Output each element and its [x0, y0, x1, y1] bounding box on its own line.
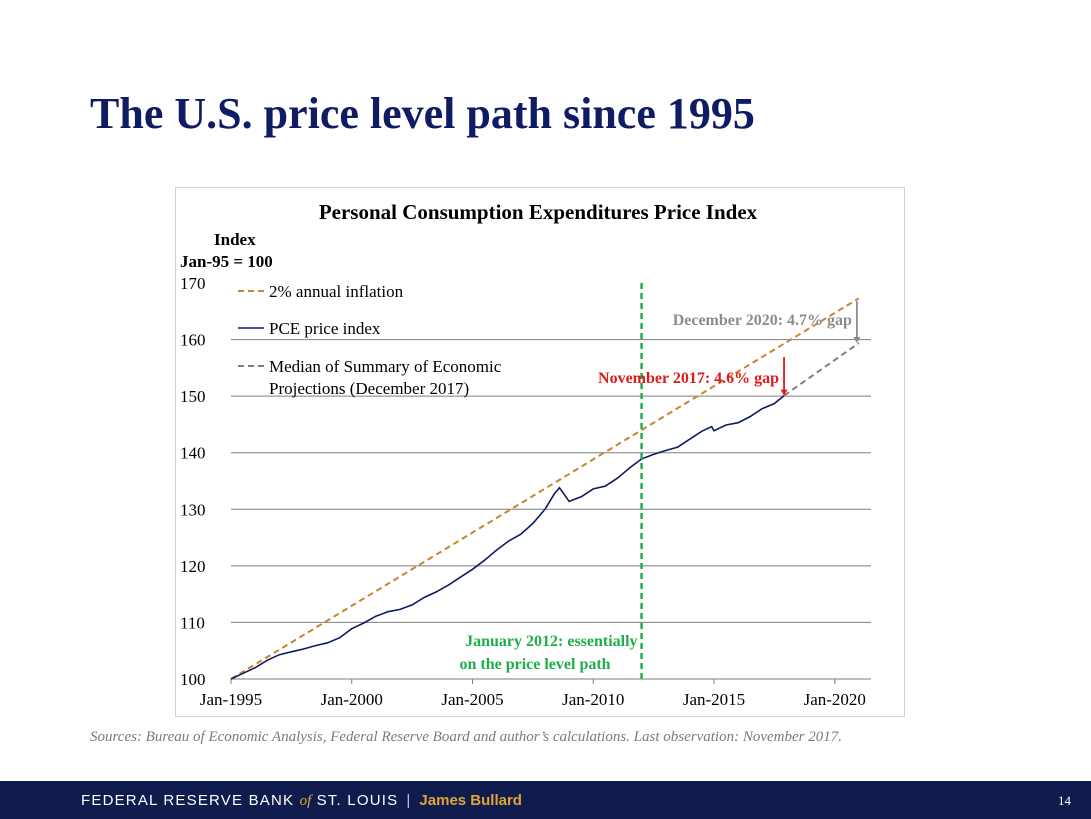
x-tick-label-2020: Jan-2020	[804, 690, 866, 709]
footer-separator: |	[406, 792, 412, 809]
y-tick-label-130: 130	[180, 500, 206, 519]
x-tick-label-2000: Jan-2000	[321, 690, 383, 709]
footer-bank-of: of	[299, 793, 312, 809]
y-tick-label-100: 100	[180, 670, 206, 689]
pce-chart: Personal Consumption Expenditures Price …	[180, 200, 871, 709]
x-tick-label-2015: Jan-2015	[683, 690, 745, 709]
annotation-dec-2020: December 2020: 4.7% gap	[673, 312, 852, 329]
slide-title: The U.S. price level path since 1995	[90, 89, 755, 138]
y-axis-label-line-1: Index	[214, 230, 256, 249]
annotations: January 2012: essentially on the price le…	[459, 301, 861, 673]
footer-author: James Bullard	[419, 792, 522, 809]
annotation-nov-2017: November 2017: 4.6% gap	[598, 370, 779, 387]
legend-projection-label-2: Projections (December 2017)	[269, 379, 469, 398]
footer-bank-part1: FEDERAL RESERVE BANK	[81, 792, 300, 809]
legend-pce-label: PCE price index	[269, 319, 381, 338]
arrow-dec-2020-head	[853, 336, 861, 343]
footer-bank-part2: ST. LOUIS	[311, 792, 399, 809]
y-tick-label-160: 160	[180, 331, 206, 350]
gridlines	[231, 339, 871, 680]
y-axis-ticks: 100 110 120 130 140 150 160 170	[180, 274, 206, 689]
page-number: 14	[1058, 793, 1071, 808]
legend-projection-label-1: Median of Summary of Economic	[269, 357, 502, 376]
annotation-jan-2012-line-1: January 2012: essentially	[465, 633, 637, 650]
x-axis-ticks: Jan-1995 Jan-2000 Jan-2005 Jan-2010 Jan-2015…	[200, 679, 866, 709]
y-axis-label-line-2: Jan-95 = 100	[180, 252, 273, 271]
chart-frame: Personal Consumption Expenditures Price …	[175, 187, 905, 717]
series-lines	[230, 297, 860, 680]
chart-title: Personal Consumption Expenditures Price …	[319, 200, 758, 224]
legend: 2% annual inflation PCE price index Median…	[238, 282, 502, 398]
legend-trend-label: 2% annual inflation	[269, 282, 404, 301]
y-tick-label-170: 170	[180, 274, 206, 293]
x-tick-label-2010: Jan-2010	[562, 690, 624, 709]
y-tick-label-120: 120	[180, 557, 206, 576]
y-tick-label-150: 150	[180, 387, 206, 406]
footer-bank-name: FEDERAL RESERVE BANK of ST. LOUIS | James …	[81, 792, 522, 810]
annotation-jan-2012-line-2: on the price level path	[459, 656, 610, 673]
trend-line-2pct	[230, 297, 860, 680]
x-tick-label-2005: Jan-2005	[441, 690, 503, 709]
arrow-nov-2017-head	[780, 389, 788, 396]
y-tick-label-110: 110	[180, 613, 205, 632]
pce-line	[230, 394, 785, 680]
footer-bar: FEDERAL RESERVE BANK of ST. LOUIS | James …	[0, 781, 1091, 819]
projection-line	[783, 342, 860, 397]
sources-note: Sources: Bureau of Economic Analysis, Fe…	[90, 729, 842, 745]
y-tick-label-140: 140	[180, 444, 206, 463]
x-tick-label-1995: Jan-1995	[200, 690, 262, 709]
